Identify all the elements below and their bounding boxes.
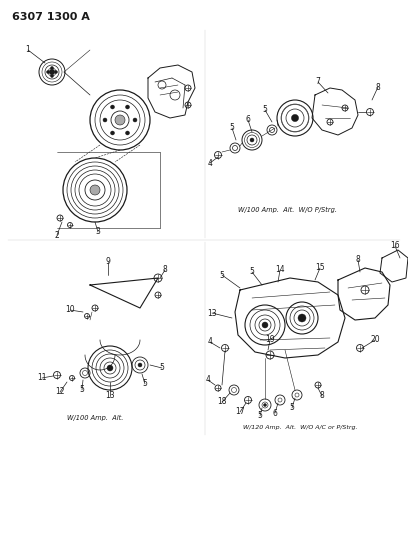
Circle shape <box>90 185 100 195</box>
Circle shape <box>133 118 137 122</box>
Text: W/100 Amp.  Alt.  W/O P/Strg.: W/100 Amp. Alt. W/O P/Strg. <box>239 207 337 213</box>
Circle shape <box>264 403 266 407</box>
Text: 19: 19 <box>265 335 275 344</box>
Text: 5: 5 <box>220 271 224 279</box>
Text: 10: 10 <box>65 305 75 314</box>
Circle shape <box>51 75 53 77</box>
Text: 3: 3 <box>95 228 100 237</box>
Text: 6307 1300 A: 6307 1300 A <box>12 12 90 22</box>
Text: 14: 14 <box>275 265 285 274</box>
Circle shape <box>298 314 306 322</box>
Text: 4: 4 <box>208 337 213 346</box>
Text: 5: 5 <box>263 106 267 115</box>
Text: 8: 8 <box>163 265 167 274</box>
Text: W/100 Amp.  Alt.: W/100 Amp. Alt. <box>67 415 123 421</box>
Text: 9: 9 <box>106 257 111 266</box>
Text: 4: 4 <box>206 376 211 384</box>
Circle shape <box>262 322 268 328</box>
Text: 5: 5 <box>160 364 164 373</box>
Circle shape <box>126 131 129 135</box>
Text: 8: 8 <box>319 392 324 400</box>
Circle shape <box>107 365 113 371</box>
Text: 12: 12 <box>55 387 65 397</box>
Text: 20: 20 <box>370 335 380 344</box>
Circle shape <box>55 70 58 74</box>
Circle shape <box>103 118 107 122</box>
Text: W/120 Amp.  Alt.  W/O A/C or P/Strg.: W/120 Amp. Alt. W/O A/C or P/Strg. <box>243 425 357 431</box>
Text: 5: 5 <box>80 385 84 394</box>
Text: 11: 11 <box>37 374 47 383</box>
Text: 8: 8 <box>376 83 380 92</box>
Text: 15: 15 <box>315 263 325 272</box>
Text: 17: 17 <box>235 408 245 416</box>
Text: 6: 6 <box>273 408 277 417</box>
Text: 5: 5 <box>250 268 255 277</box>
Text: 8: 8 <box>356 255 360 264</box>
Circle shape <box>250 138 254 142</box>
Text: 6: 6 <box>246 116 251 125</box>
Text: 13: 13 <box>105 392 115 400</box>
Text: 5: 5 <box>290 403 295 413</box>
Text: 4: 4 <box>208 158 213 167</box>
Circle shape <box>111 105 115 109</box>
Circle shape <box>291 115 299 122</box>
Circle shape <box>115 115 125 125</box>
Text: 5: 5 <box>142 379 147 389</box>
Circle shape <box>138 363 142 367</box>
Text: 2: 2 <box>55 230 60 239</box>
Circle shape <box>111 131 115 135</box>
Circle shape <box>49 69 55 75</box>
Text: 18: 18 <box>217 398 227 407</box>
Text: 5: 5 <box>230 124 235 133</box>
Text: 5: 5 <box>257 411 262 421</box>
Text: 13: 13 <box>207 309 217 318</box>
Text: 16: 16 <box>390 241 400 251</box>
Circle shape <box>126 105 129 109</box>
Circle shape <box>51 67 53 69</box>
Text: 7: 7 <box>315 77 320 86</box>
Circle shape <box>47 70 49 74</box>
Text: 1: 1 <box>26 45 30 54</box>
